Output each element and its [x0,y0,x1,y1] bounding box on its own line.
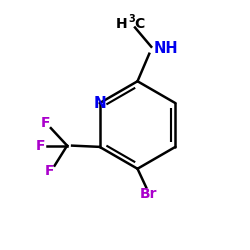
Text: F: F [41,116,50,130]
Text: 3: 3 [128,14,135,24]
Text: N: N [93,96,106,110]
Text: H: H [116,17,128,31]
Text: F: F [45,164,54,177]
Text: Br: Br [140,187,158,201]
Text: NH: NH [153,41,178,56]
Text: C: C [134,17,144,31]
Text: F: F [36,138,46,152]
